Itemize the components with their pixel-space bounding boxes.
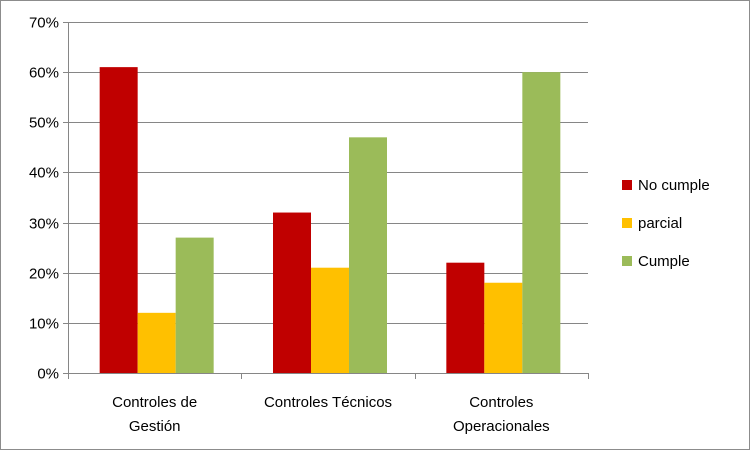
- bar-no-cumple: [446, 262, 485, 373]
- legend: No cumple parcial Cumple: [622, 177, 710, 270]
- x-category-label: Controles de: [112, 394, 197, 411]
- bar-cumple: [522, 72, 561, 374]
- legend-label: No cumple: [638, 177, 710, 194]
- legend-label: Cumple: [638, 253, 690, 270]
- x-category-label: Controles Técnicos: [264, 394, 392, 411]
- bar-parcial: [311, 267, 349, 373]
- bar-parcial: [137, 312, 176, 373]
- y-tick-label: 10%: [29, 316, 59, 333]
- legend-swatch: [622, 256, 632, 266]
- y-tick-label: 70%: [29, 15, 59, 32]
- y-tick-label: 40%: [29, 165, 59, 182]
- bar-cumple: [175, 237, 214, 373]
- bar-no-cumple: [99, 67, 138, 373]
- y-tick-label: 20%: [29, 266, 59, 283]
- legend-swatch: [622, 218, 632, 228]
- x-category-label: Controles: [469, 394, 533, 411]
- bar-parcial: [484, 282, 523, 373]
- x-category-label: Operacionales: [453, 418, 550, 435]
- legend-swatch: [622, 180, 632, 190]
- bar-no-cumple: [273, 212, 311, 373]
- bars: [99, 67, 561, 374]
- x-category-label: Gestión: [129, 418, 181, 435]
- legend-label: parcial: [638, 215, 682, 232]
- axes: [63, 22, 589, 379]
- y-tick-label: 30%: [29, 216, 59, 233]
- bar-cumple: [349, 137, 387, 373]
- y-tick-label: 50%: [29, 115, 59, 132]
- y-tick-label: 0%: [37, 366, 59, 383]
- axis-labels: 0% 10% 20% 30% 40% 50% 60% 70% Controles de Gesti…: [29, 15, 550, 436]
- y-tick-label: 60%: [29, 65, 59, 82]
